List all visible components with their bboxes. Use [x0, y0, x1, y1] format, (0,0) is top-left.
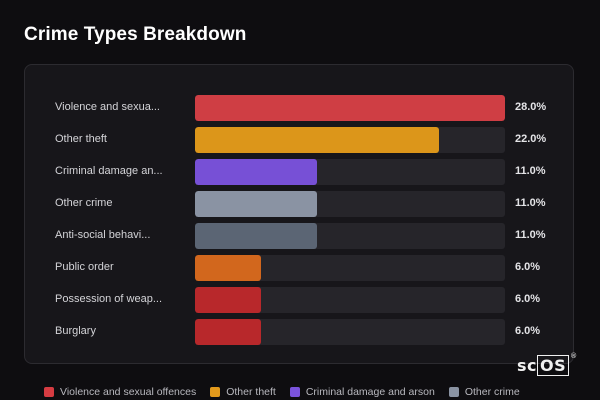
- legend-swatch: [44, 387, 54, 397]
- value-label: 22.0%: [515, 133, 547, 145]
- legend-swatch: [289, 387, 300, 397]
- bar-track: [195, 255, 505, 281]
- category-label: Public order: [55, 261, 114, 273]
- legend-swatch: [210, 387, 221, 397]
- value-label: 6.0%: [515, 261, 541, 273]
- bar: [195, 287, 262, 313]
- bar: [195, 95, 505, 121]
- bar-row: Other theft 22.0%: [25, 127, 573, 153]
- bar-row: Burglary 6.0%: [25, 319, 573, 345]
- value-label: 6.0%: [515, 325, 541, 337]
- legend-label: Violence and sexual offences: [60, 386, 197, 398]
- legend-item: Other crime: [448, 386, 520, 398]
- bar: [195, 127, 439, 153]
- bar-track: [195, 319, 505, 345]
- bar-track: [195, 127, 505, 153]
- bar: [195, 319, 262, 345]
- bar-track: [195, 95, 505, 121]
- bar-row: Other crime 11.0%: [25, 191, 573, 217]
- bar: [195, 191, 317, 217]
- category-label: Violence and sexua...: [55, 101, 160, 113]
- value-label: 28.0%: [515, 101, 547, 113]
- logo-boxed: OS: [537, 355, 570, 376]
- bar-row: Violence and sexua... 28.0%: [25, 95, 573, 121]
- category-label: Other crime: [55, 197, 113, 209]
- legend-label: Other theft: [226, 386, 276, 398]
- value-label: 11.0%: [515, 229, 546, 241]
- value-label: 6.0%: [515, 293, 541, 305]
- category-label: Anti-social behavi...: [55, 229, 151, 241]
- logo-prefix: sc: [517, 356, 538, 375]
- bar-track: [195, 191, 505, 217]
- chart-legend: Violence and sexual offences Other theft C…: [44, 386, 520, 398]
- bar: [195, 159, 317, 185]
- value-label: 11.0%: [515, 197, 546, 209]
- bar-row: Possession of weap... 6.0%: [25, 287, 573, 313]
- value-label: 11.0%: [515, 165, 546, 177]
- category-label: Criminal damage an...: [55, 165, 163, 177]
- bar-track: [195, 159, 505, 185]
- legend-label: Other crime: [464, 386, 520, 398]
- bar-track: [195, 223, 505, 249]
- legend-item: Violence and sexual offences: [44, 386, 196, 398]
- category-label: Possession of weap...: [55, 293, 163, 305]
- bar: [195, 255, 262, 281]
- category-label: Burglary: [55, 325, 96, 337]
- logo-registered-mark: ®: [570, 352, 578, 360]
- category-label: Other theft: [55, 133, 107, 145]
- legend-item: Criminal damage and arson: [289, 386, 435, 398]
- scos-logo: sc OS ®: [517, 352, 578, 376]
- bar-row: Criminal damage an... 11.0%: [25, 159, 573, 185]
- legend-label: Criminal damage and arson: [305, 386, 435, 398]
- bar: [195, 223, 317, 249]
- chart-panel: Violence and sexua... 28.0% Other theft 22.…: [24, 64, 574, 364]
- legend-swatch: [448, 387, 459, 397]
- chart-title: Crime Types Breakdown: [24, 24, 247, 45]
- bar-row: Public order 6.0%: [25, 255, 573, 281]
- legend-item: Other theft: [210, 386, 276, 398]
- bar-row: Anti-social behavi... 11.0%: [25, 223, 573, 249]
- bar-track: [195, 287, 505, 313]
